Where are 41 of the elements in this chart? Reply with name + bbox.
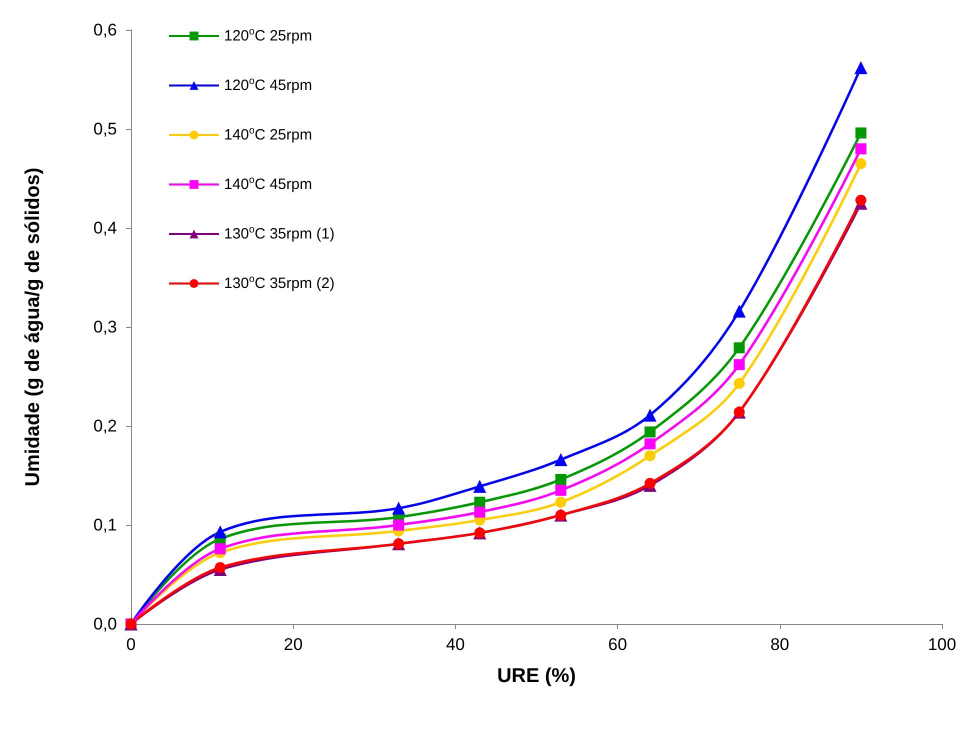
point (554, 453, 568, 466)
point (734, 378, 745, 389)
y-tick-label: 0,0 (93, 614, 117, 634)
point (555, 474, 566, 485)
point (855, 127, 866, 138)
y-tick-label: 0,1 (93, 516, 117, 534)
point (854, 61, 868, 74)
point (855, 143, 866, 154)
x-tick-label: 100 (928, 635, 956, 654)
point (644, 408, 657, 422)
point (555, 496, 566, 508)
point (855, 158, 866, 170)
point (474, 506, 486, 518)
point (644, 438, 656, 450)
point (214, 562, 226, 574)
point (214, 543, 226, 554)
x-tick-label: 60 (608, 635, 628, 654)
x-axis-title: URE (%) (497, 665, 576, 687)
point (393, 520, 404, 530)
point (734, 342, 745, 354)
x-tick-label: 0 (126, 635, 136, 654)
y-axis-title: Umidade (g de água/g de sólidos) (22, 168, 44, 486)
point (214, 525, 227, 538)
point (474, 496, 486, 508)
point (555, 484, 566, 496)
x-tick-label: 20 (284, 635, 303, 654)
point (644, 450, 656, 462)
point (732, 304, 746, 318)
x-tick-label: 40 (446, 635, 465, 654)
y-tick-label: 0,2 (93, 416, 117, 436)
x-tick-label: 80 (770, 635, 790, 654)
point (473, 480, 486, 493)
point (855, 194, 866, 206)
y-tick-label: 0,4 (93, 218, 117, 238)
y-tick-label: 0,6 (93, 20, 117, 40)
point (392, 502, 406, 515)
point (734, 359, 745, 370)
y-tick-label: 0,5 (93, 120, 117, 138)
point (644, 426, 656, 438)
y-tick-label: 0,3 (93, 318, 117, 336)
point (644, 478, 656, 489)
